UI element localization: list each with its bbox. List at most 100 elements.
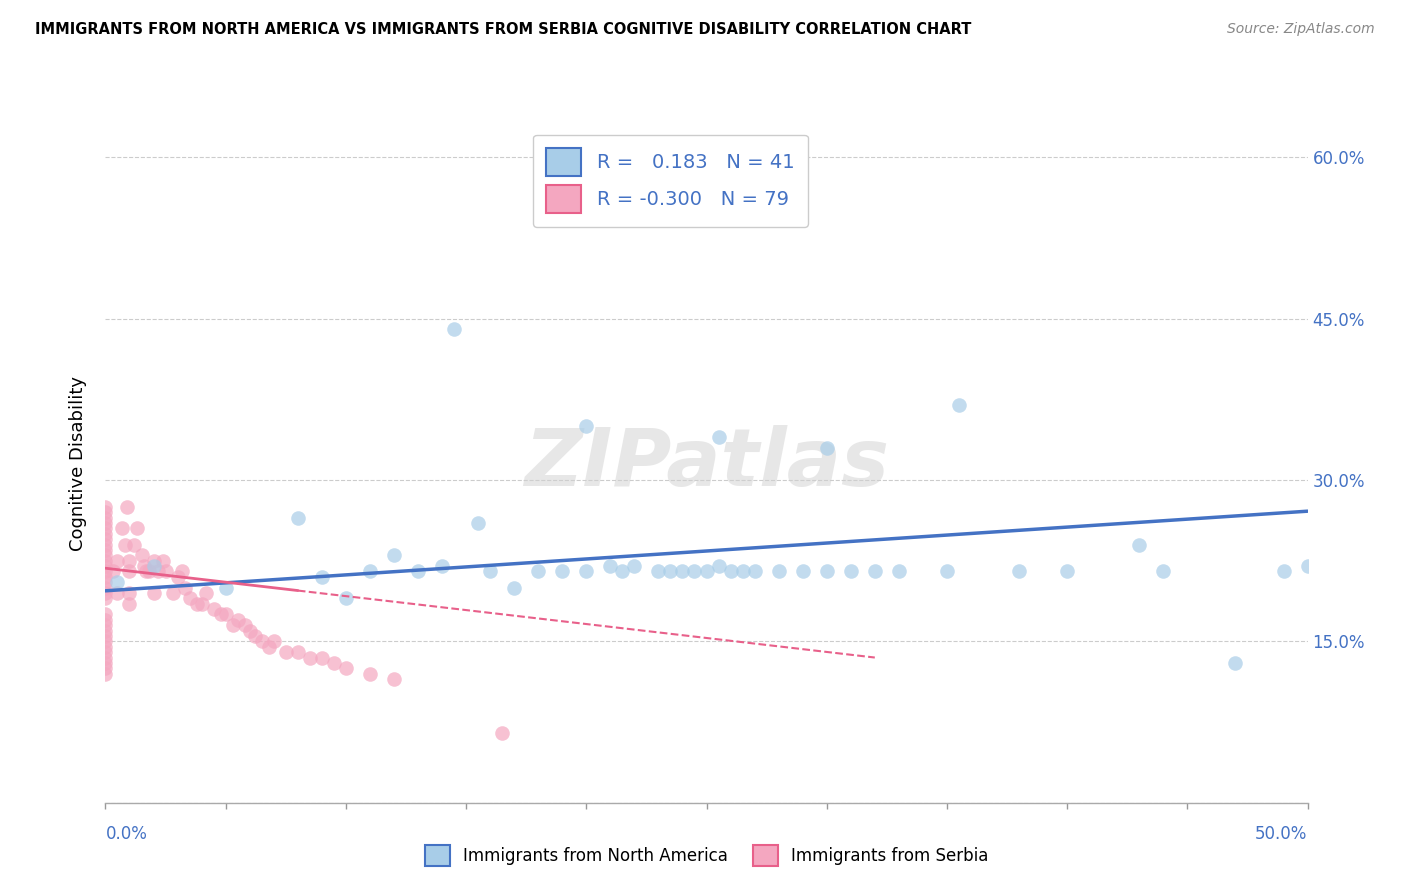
Point bbox=[94, 521, 117, 535]
Point bbox=[124, 537, 146, 551]
Point bbox=[612, 565, 634, 579]
Point bbox=[815, 565, 838, 579]
Point bbox=[162, 586, 184, 600]
Point bbox=[118, 586, 141, 600]
Point bbox=[599, 559, 621, 574]
Point bbox=[107, 554, 129, 568]
Point bbox=[671, 565, 693, 579]
Point bbox=[744, 565, 766, 579]
Point bbox=[768, 565, 790, 579]
Point bbox=[359, 565, 381, 579]
Point bbox=[311, 570, 333, 584]
Point bbox=[125, 521, 148, 535]
Point bbox=[467, 516, 489, 530]
Point bbox=[118, 597, 141, 611]
Point bbox=[94, 500, 117, 514]
Point bbox=[94, 575, 117, 590]
Point bbox=[94, 516, 117, 530]
Text: 0.0%: 0.0% bbox=[105, 825, 148, 843]
Point bbox=[551, 565, 574, 579]
Point bbox=[647, 565, 669, 579]
Point bbox=[94, 532, 117, 546]
Text: Source: ZipAtlas.com: Source: ZipAtlas.com bbox=[1227, 22, 1375, 37]
Point bbox=[94, 581, 117, 595]
Point bbox=[335, 661, 357, 675]
Point bbox=[94, 629, 117, 643]
Point bbox=[239, 624, 262, 638]
Point bbox=[575, 565, 598, 579]
Point bbox=[118, 554, 141, 568]
Point bbox=[107, 575, 129, 590]
Point bbox=[94, 591, 117, 606]
Point bbox=[132, 559, 155, 574]
Point bbox=[274, 645, 297, 659]
Point bbox=[94, 559, 117, 574]
Point bbox=[257, 640, 280, 654]
Point bbox=[94, 645, 117, 659]
Point bbox=[94, 549, 117, 563]
Point bbox=[839, 565, 862, 579]
Point bbox=[936, 565, 959, 579]
Point bbox=[731, 565, 754, 579]
Point bbox=[815, 441, 838, 455]
Point bbox=[142, 554, 165, 568]
Point bbox=[1128, 537, 1150, 551]
Point bbox=[1008, 565, 1031, 579]
Point bbox=[707, 430, 730, 444]
Point bbox=[202, 602, 225, 616]
Point bbox=[94, 656, 117, 670]
Point bbox=[173, 581, 195, 595]
Point bbox=[443, 322, 465, 336]
Point bbox=[382, 549, 405, 563]
Point bbox=[114, 537, 136, 551]
Point bbox=[131, 549, 153, 563]
Point bbox=[115, 500, 138, 514]
Point bbox=[575, 419, 598, 434]
Point bbox=[1272, 565, 1295, 579]
Point bbox=[233, 618, 256, 632]
Point bbox=[491, 726, 513, 740]
Point bbox=[707, 559, 730, 574]
Point bbox=[94, 570, 117, 584]
Point bbox=[94, 565, 117, 579]
Point bbox=[94, 510, 117, 524]
Point bbox=[94, 661, 117, 675]
Point bbox=[1225, 656, 1247, 670]
Point bbox=[696, 565, 718, 579]
Point bbox=[359, 666, 381, 681]
Point bbox=[94, 543, 117, 558]
Y-axis label: Cognitive Disability: Cognitive Disability bbox=[69, 376, 87, 551]
Point bbox=[172, 565, 194, 579]
Point bbox=[1152, 565, 1174, 579]
Point bbox=[214, 607, 236, 622]
Point bbox=[142, 559, 165, 574]
Point bbox=[527, 565, 550, 579]
Point bbox=[107, 586, 129, 600]
Point bbox=[94, 586, 117, 600]
Point bbox=[94, 607, 117, 622]
Point bbox=[623, 559, 645, 574]
Point bbox=[94, 666, 117, 681]
Text: ZIPatlas: ZIPatlas bbox=[524, 425, 889, 503]
Point bbox=[226, 613, 249, 627]
Point bbox=[138, 565, 160, 579]
Point bbox=[479, 565, 502, 579]
Point bbox=[94, 618, 117, 632]
Point bbox=[863, 565, 886, 579]
Point bbox=[195, 586, 218, 600]
Point bbox=[430, 559, 453, 574]
Point bbox=[792, 565, 814, 579]
Point bbox=[142, 586, 165, 600]
Point bbox=[214, 581, 236, 595]
Point bbox=[335, 591, 357, 606]
Point bbox=[382, 672, 405, 686]
Point bbox=[243, 629, 266, 643]
Point bbox=[179, 591, 201, 606]
Point bbox=[287, 645, 309, 659]
Point bbox=[94, 613, 117, 627]
Point bbox=[503, 581, 526, 595]
Point bbox=[406, 565, 429, 579]
Point bbox=[1056, 565, 1078, 579]
Point bbox=[94, 640, 117, 654]
Point bbox=[148, 565, 170, 579]
